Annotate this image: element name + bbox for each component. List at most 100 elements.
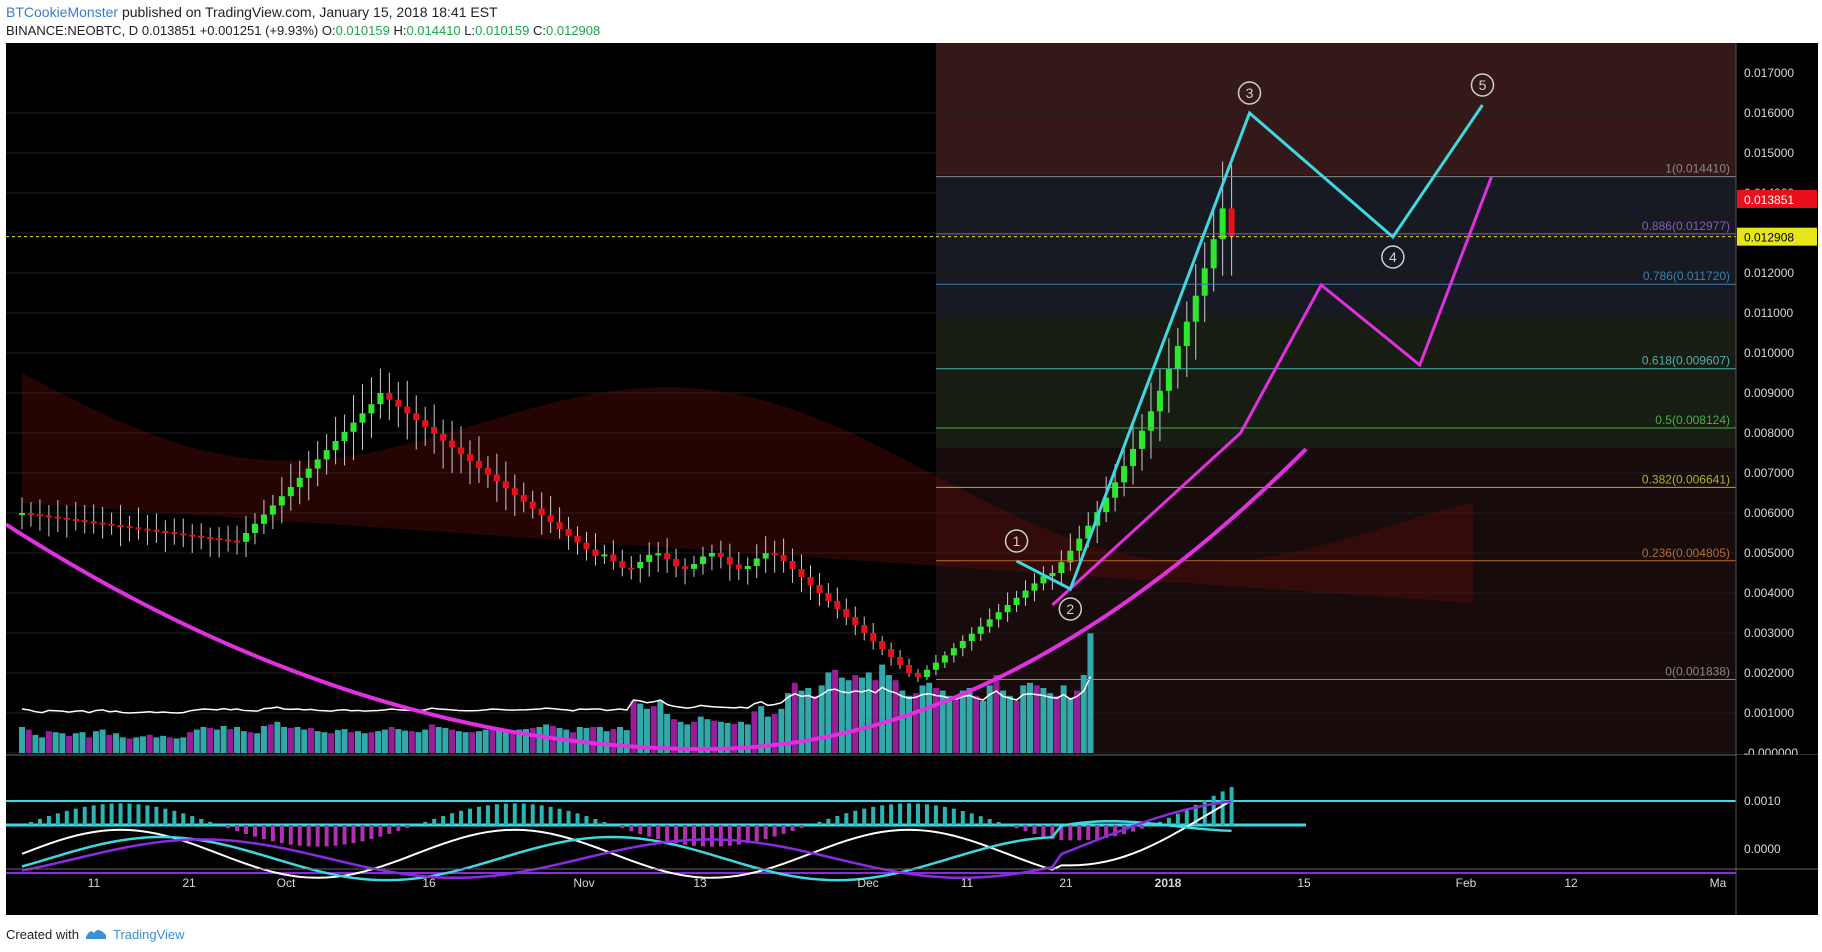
candle-body xyxy=(1201,268,1208,296)
fib-zone-top xyxy=(936,43,1736,175)
osc-bar xyxy=(503,803,508,825)
candle-body xyxy=(449,440,456,448)
time-axis-tick: Feb xyxy=(1456,876,1477,890)
candle-body xyxy=(897,657,904,665)
candle-body xyxy=(305,468,312,478)
osc-bar xyxy=(763,825,768,840)
osc-bar xyxy=(629,825,634,832)
volume-bar xyxy=(758,706,765,753)
wave-label-circle xyxy=(1237,81,1262,105)
osc-bar xyxy=(387,825,392,834)
candle-body xyxy=(180,533,187,536)
fib-label: 0.236(0.004805) xyxy=(1642,546,1730,560)
osc-bar xyxy=(548,806,553,825)
author-link[interactable]: BTCookieMonster xyxy=(6,4,119,20)
candle-body xyxy=(655,553,662,556)
wave-label: 5 xyxy=(1479,77,1487,93)
candle-body xyxy=(251,523,258,533)
osc-bar xyxy=(136,804,141,825)
price-chart[interactable]: 1(0.014410) 0.886(0.012977) 0.786(0.011720… xyxy=(4,43,1818,915)
candle-body xyxy=(950,648,957,656)
candle-body xyxy=(628,567,635,570)
volume-bar xyxy=(704,719,711,753)
volume-bar xyxy=(697,716,704,753)
candle-body xyxy=(789,561,796,569)
osc-bar xyxy=(333,825,338,846)
volume-bar xyxy=(200,727,207,753)
osc-bar xyxy=(324,825,329,847)
osc-bar xyxy=(584,816,589,825)
candle-body xyxy=(556,522,563,529)
volume-bar xyxy=(368,732,375,753)
volume-bar xyxy=(677,721,684,753)
osc-bar xyxy=(476,806,481,825)
fib-label: 0.618(0.009607) xyxy=(1642,354,1730,368)
candle-body xyxy=(879,641,886,649)
volume-bar xyxy=(475,731,482,753)
osc-axis-tick: 0.0010 xyxy=(1744,794,1781,808)
price-axis-tick: 0.015000 xyxy=(1744,146,1794,160)
candle-body xyxy=(475,461,482,468)
osc-bar xyxy=(1131,825,1136,832)
osc-bar xyxy=(907,803,912,825)
candle-body xyxy=(717,553,724,557)
candle-body xyxy=(234,540,241,543)
osc-bar xyxy=(1193,804,1198,825)
candle-body xyxy=(36,514,43,517)
open-value: 0.010159 xyxy=(335,23,390,38)
osc-bar xyxy=(772,825,777,837)
candle-body xyxy=(771,553,778,556)
osc-bar xyxy=(889,804,894,825)
volume-bar xyxy=(1047,693,1054,753)
candle-body xyxy=(422,420,429,427)
osc-bar xyxy=(485,805,490,825)
candle-body xyxy=(54,516,61,519)
volume-bar xyxy=(166,737,173,753)
volume-bar xyxy=(811,695,818,753)
time-axis-tick: 21 xyxy=(1059,876,1073,890)
candle-body xyxy=(1067,550,1074,563)
symbol-info: BINANCE:NEOBTC, D 0.013851 +0.001251 (+9… xyxy=(6,23,600,38)
candle-body xyxy=(1004,605,1011,613)
volume-bar xyxy=(1060,685,1067,753)
candle-body xyxy=(941,655,948,663)
candle-body xyxy=(45,515,52,518)
candle-body xyxy=(1085,525,1092,539)
osc-bar xyxy=(1086,825,1091,841)
osc-bar xyxy=(665,825,670,842)
osc-bar xyxy=(692,825,696,846)
osc-bar xyxy=(727,825,732,846)
candle-body xyxy=(359,413,366,423)
price-axis-tick: 0.001000 xyxy=(1744,706,1794,720)
osc-bar xyxy=(378,825,383,837)
candle-body xyxy=(915,673,921,677)
osc-bar xyxy=(226,825,231,829)
chart-area[interactable]: 1(0.014410) 0.886(0.012977) 0.786(0.011720… xyxy=(4,43,1818,915)
candle-body xyxy=(1112,482,1119,498)
volume-bar xyxy=(1040,688,1047,753)
candle-body xyxy=(431,427,438,434)
volume-bar xyxy=(32,734,39,753)
osc-bar xyxy=(512,803,517,825)
tradingview-link[interactable]: TradingView xyxy=(112,927,185,942)
volume-bar xyxy=(778,708,785,753)
volume-bar xyxy=(72,733,79,753)
candle-body xyxy=(404,406,411,414)
volume-bar xyxy=(885,675,892,753)
fib-label: 1(0.014410) xyxy=(1665,162,1730,176)
volume-bar xyxy=(86,737,93,753)
candle-body xyxy=(610,554,617,562)
tradingview-logo-icon[interactable] xyxy=(85,926,107,943)
volume-bar xyxy=(845,680,852,753)
osc-bar xyxy=(64,810,69,825)
osc-bar xyxy=(799,825,804,828)
candle-body xyxy=(189,534,196,537)
close-price-tag-text: 0.012908 xyxy=(1744,231,1794,245)
candle-body xyxy=(708,553,715,557)
candle-body xyxy=(171,532,178,535)
volume-bar xyxy=(785,693,792,753)
candle-body xyxy=(1049,573,1056,577)
created-with-text: Created with xyxy=(6,927,79,942)
volume-bar xyxy=(139,736,146,753)
wave-label: 2 xyxy=(1066,601,1074,617)
